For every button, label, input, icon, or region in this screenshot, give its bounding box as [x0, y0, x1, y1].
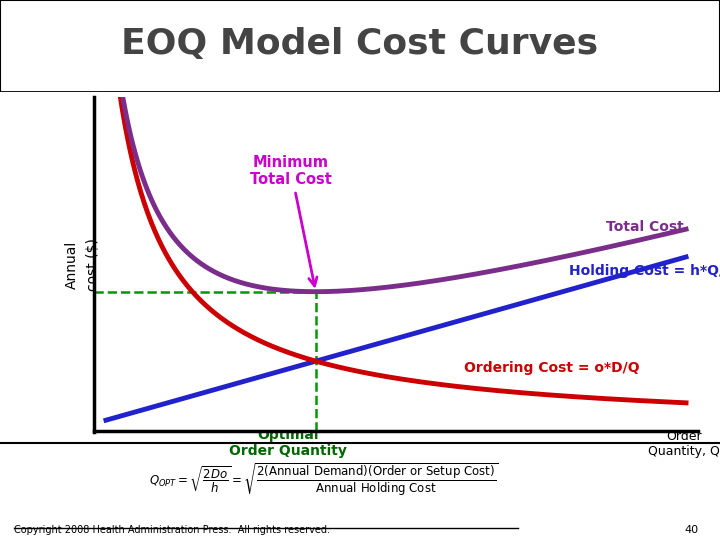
- Text: Holding Cost = h*Q/2: Holding Cost = h*Q/2: [569, 264, 720, 278]
- Text: Minimum
Total Cost: Minimum Total Cost: [250, 155, 332, 286]
- Text: Order
Quantity, Q: Order Quantity, Q: [648, 430, 720, 458]
- Y-axis label: Annual
cost ($): Annual cost ($): [66, 238, 100, 291]
- Text: EOQ Model Cost Curves: EOQ Model Cost Curves: [122, 27, 598, 61]
- Text: $Q_{OPT} = \sqrt{\dfrac{2Do}{h}} = \sqrt{\dfrac{2(\mathrm{Annual\ Demand})(\math: $Q_{OPT} = \sqrt{\dfrac{2Do}{h}} = \sqrt…: [149, 462, 499, 498]
- Text: Ordering Cost = o*D/Q: Ordering Cost = o*D/Q: [464, 361, 639, 375]
- Text: Copyright 2008 Health Administration Press.  All rights reserved.: Copyright 2008 Health Administration Pre…: [14, 525, 330, 535]
- Text: 40: 40: [684, 525, 698, 535]
- Text: Total Cost: Total Cost: [606, 220, 683, 234]
- Text: Optimal
Order Quantity: Optimal Order Quantity: [229, 428, 347, 458]
